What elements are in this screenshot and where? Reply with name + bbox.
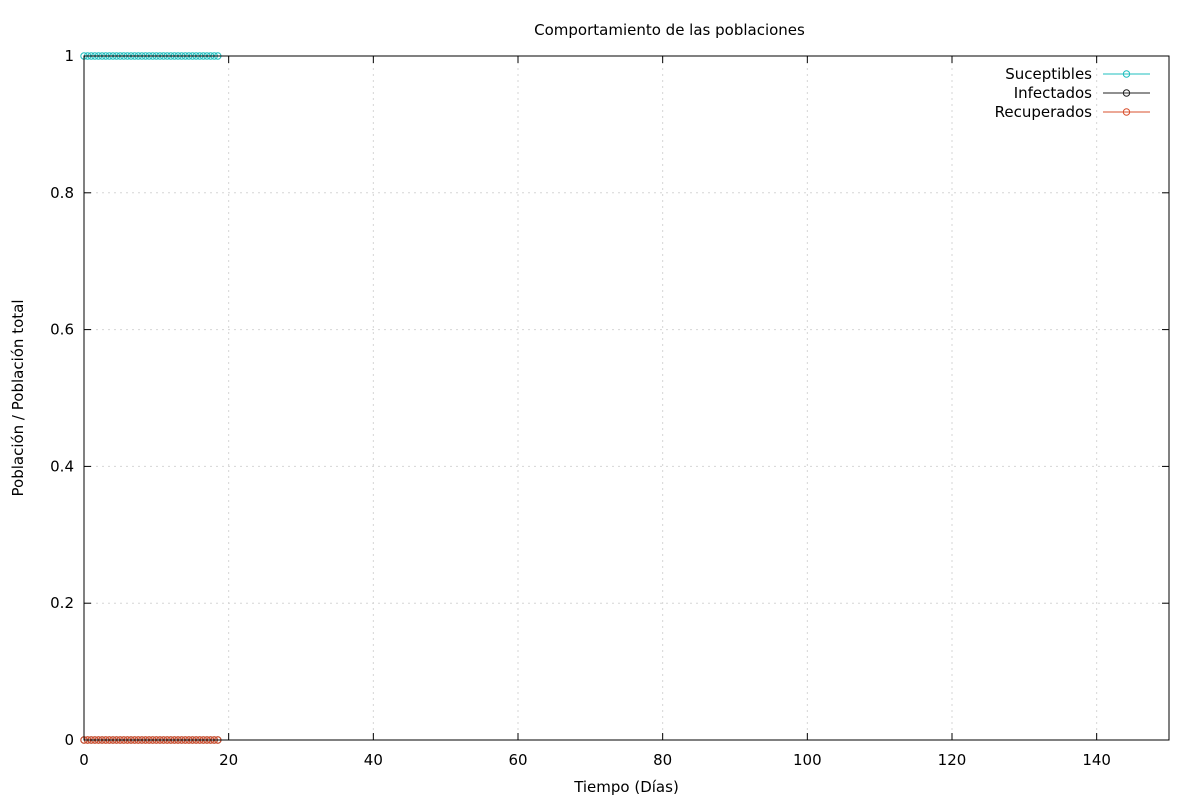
plot-frame [83, 55, 1170, 741]
x-axis-title: Tiempo (Días) [573, 778, 679, 796]
x-tick-label: 0 [79, 751, 89, 769]
y-tick-label: 0.8 [50, 184, 74, 202]
legend-item-recuperados: Recuperados [995, 103, 1150, 121]
x-tick-label: 20 [219, 751, 238, 769]
chart-title: Comportamiento de las poblaciones [534, 21, 805, 39]
y-tick-label: 0.2 [50, 594, 74, 612]
x-tick-label: 80 [653, 751, 672, 769]
tick-labels: 0 20 40 60 80 100 120 140 0 0.2 0.4 0.6 0.8 1 [50, 47, 1111, 769]
legend-swatch-marker [1122, 89, 1131, 97]
series-layer [80, 52, 222, 744]
x-tick-label: 60 [508, 751, 527, 769]
y-axis-title: Población / Población total [9, 300, 27, 497]
y-tick-label: 0.4 [50, 457, 74, 475]
legend-item-suceptibles: Suceptibles [1005, 65, 1150, 83]
legend-swatch-marker [1122, 108, 1131, 116]
grid [84, 56, 1169, 740]
legend-label: Infectados [1014, 84, 1092, 102]
x-tick-label: 140 [1082, 751, 1111, 769]
x-tick-label: 100 [793, 751, 822, 769]
ticks [83, 55, 1169, 741]
x-tick-label: 40 [364, 751, 383, 769]
y-tick-label: 0 [64, 731, 74, 749]
legend-swatch-marker [1122, 70, 1131, 78]
legend-label: Suceptibles [1005, 65, 1092, 83]
legend-item-infectados: Infectados [1014, 84, 1150, 102]
legend-label: Recuperados [995, 103, 1093, 121]
y-tick-label: 1 [64, 47, 74, 65]
x-tick-label: 120 [938, 751, 967, 769]
y-tick-label: 0.6 [50, 321, 74, 339]
